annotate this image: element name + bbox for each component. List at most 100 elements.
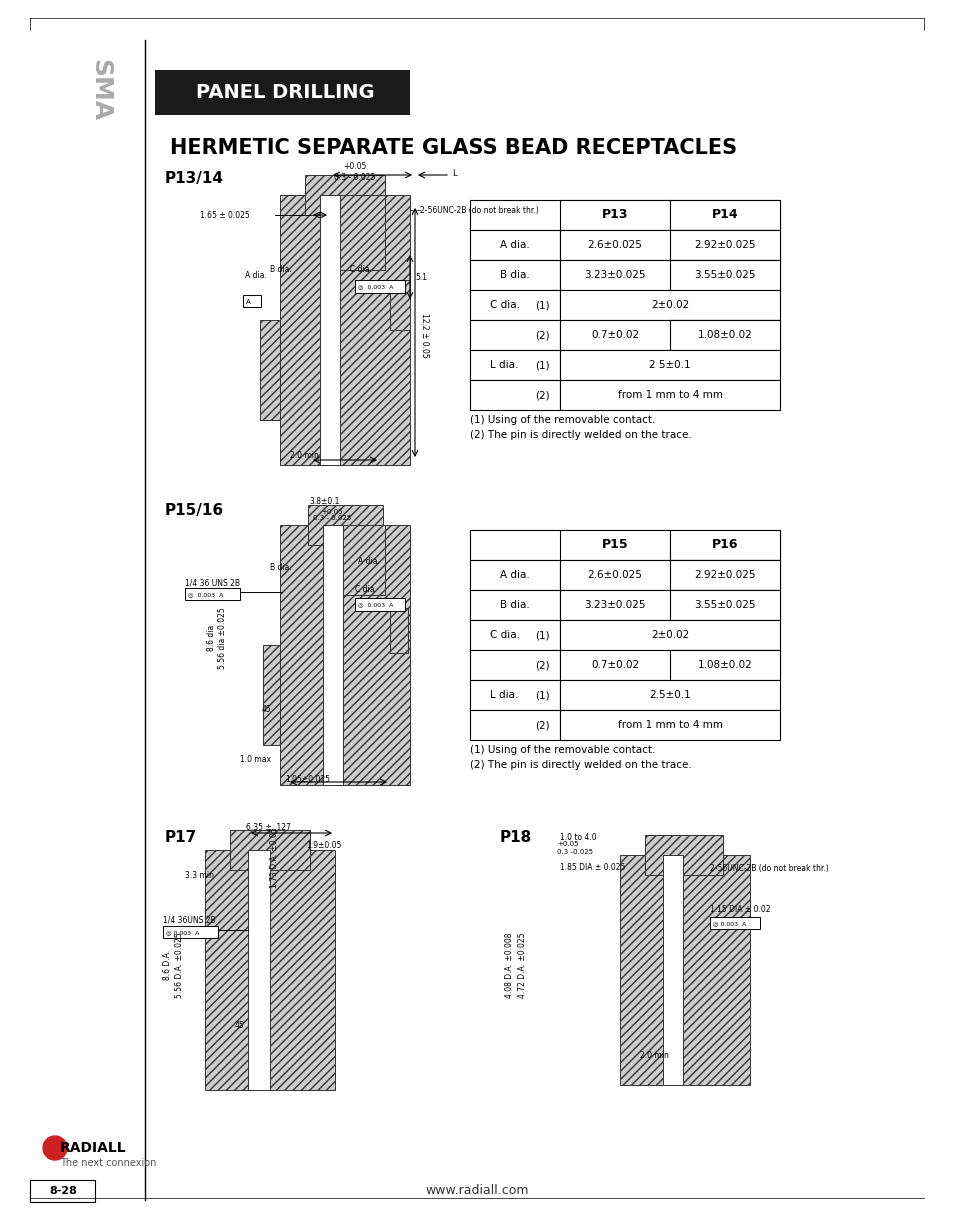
Text: B dia.: B dia. <box>270 265 292 275</box>
Text: P14: P14 <box>711 208 738 221</box>
Bar <box>205 850 335 1090</box>
Text: The next connexion: The next connexion <box>60 1158 156 1169</box>
Bar <box>559 289 780 320</box>
Bar <box>559 320 780 350</box>
Bar <box>559 379 780 410</box>
Bar <box>30 1180 95 1201</box>
Bar <box>280 195 410 465</box>
Bar <box>470 651 559 680</box>
Bar <box>248 850 270 1090</box>
Text: 3.8±0.1: 3.8±0.1 <box>310 497 340 507</box>
Text: (2): (2) <box>535 720 550 730</box>
Text: A dia.: A dia. <box>499 240 529 250</box>
Text: 3.3 min: 3.3 min <box>185 872 213 880</box>
Text: 4.08 D.A. ±0.008: 4.08 D.A. ±0.008 <box>504 933 514 998</box>
Bar <box>323 525 343 786</box>
Text: P13: P13 <box>601 208 628 221</box>
Text: P16: P16 <box>711 539 738 552</box>
Text: from 1 mm to 4 mm: from 1 mm to 4 mm <box>617 390 721 400</box>
Text: 2 5±0.1: 2 5±0.1 <box>648 360 690 370</box>
Text: 2±0.02: 2±0.02 <box>650 300 688 310</box>
Bar <box>644 835 722 876</box>
Text: 2.0 min: 2.0 min <box>290 450 318 460</box>
Bar <box>709 917 760 929</box>
Bar <box>163 927 218 938</box>
Text: C dia.: C dia. <box>350 265 372 275</box>
Bar <box>669 651 780 680</box>
Text: 2-56UNC-2B (do not break thr.): 2-56UNC-2B (do not break thr.) <box>419 206 538 214</box>
Text: 8.6 dia: 8.6 dia <box>207 625 215 651</box>
Bar <box>669 320 780 350</box>
Text: C dia.: C dia. <box>355 585 376 595</box>
Text: C dia.: C dia. <box>490 300 519 310</box>
Text: (1): (1) <box>535 300 550 310</box>
Bar <box>669 561 780 590</box>
Text: ◎ 0.003  A: ◎ 0.003 A <box>166 930 199 935</box>
Text: P18: P18 <box>499 831 532 845</box>
Bar <box>470 350 559 379</box>
Bar <box>154 71 410 116</box>
Text: 1.85 DIA ± 0.025: 1.85 DIA ± 0.025 <box>559 863 625 873</box>
Text: www.radiall.com: www.radiall.com <box>425 1184 528 1198</box>
Text: 3.55±0.025: 3.55±0.025 <box>694 270 755 280</box>
Text: 45: 45 <box>234 1020 245 1030</box>
Text: +0.05
0.3 -0.025: +0.05 0.3 -0.025 <box>557 841 593 855</box>
Text: (2) The pin is directly welded on the trace.: (2) The pin is directly welded on the tr… <box>470 760 691 770</box>
Text: (1): (1) <box>535 630 550 640</box>
Bar <box>559 710 780 741</box>
Bar <box>390 608 408 653</box>
Text: ◎ 0.003  A: ◎ 0.003 A <box>712 922 745 927</box>
Text: 5.1: 5.1 <box>415 274 427 282</box>
Text: (2): (2) <box>535 330 550 340</box>
Bar <box>559 260 780 289</box>
Text: (2): (2) <box>535 660 550 670</box>
Bar <box>669 199 780 230</box>
Text: 1.0 to 4.0: 1.0 to 4.0 <box>559 833 596 841</box>
Bar <box>305 175 385 215</box>
Text: 3.23±0.025: 3.23±0.025 <box>583 270 645 280</box>
Text: (1) Using of the removable contact.: (1) Using of the removable contact. <box>470 745 655 755</box>
Text: SMA: SMA <box>88 58 112 122</box>
Text: 8-28: 8-28 <box>49 1186 77 1197</box>
Bar <box>669 590 780 620</box>
Bar <box>470 260 559 289</box>
Text: (2): (2) <box>535 390 550 400</box>
Bar <box>470 620 559 651</box>
Text: A: A <box>246 299 251 305</box>
Text: 1.65 ± 0.025: 1.65 ± 0.025 <box>200 210 250 220</box>
Text: HERMETIC SEPARATE GLASS BEAD RECEPTACLES: HERMETIC SEPARATE GLASS BEAD RECEPTACLES <box>170 137 737 158</box>
Bar <box>470 530 780 561</box>
Text: +0.05
0.3 - 0.025: +0.05 0.3 - 0.025 <box>313 508 351 522</box>
Text: 1.0 max: 1.0 max <box>240 755 271 765</box>
Text: 2±0.02: 2±0.02 <box>650 630 688 640</box>
Text: 2.92±0.025: 2.92±0.025 <box>694 570 755 580</box>
Text: L dia.: L dia. <box>490 689 517 700</box>
Text: 1/4 36UNS 2B: 1/4 36UNS 2B <box>163 916 215 924</box>
Text: B dia.: B dia. <box>499 270 529 280</box>
Bar <box>619 855 749 1085</box>
Bar <box>559 350 780 379</box>
Bar <box>559 651 780 680</box>
Circle shape <box>43 1136 67 1160</box>
Text: 6.35 ± .127: 6.35 ± .127 <box>246 823 291 833</box>
Text: L dia.: L dia. <box>490 360 517 370</box>
Bar <box>390 280 410 330</box>
Text: 2.6±0.025: 2.6±0.025 <box>587 240 641 250</box>
Text: B dia.: B dia. <box>270 563 292 573</box>
Text: 3.23±0.025: 3.23±0.025 <box>583 599 645 610</box>
Bar <box>470 590 559 620</box>
Text: ◎  0.003  A: ◎ 0.003 A <box>357 602 393 608</box>
Text: B dia.: B dia. <box>499 599 529 610</box>
Text: P17: P17 <box>165 831 197 845</box>
Bar <box>330 195 385 270</box>
Text: 4.72 D.A. ±0.025: 4.72 D.A. ±0.025 <box>517 933 526 998</box>
Text: ◎  0.003  A: ◎ 0.003 A <box>188 592 223 597</box>
Text: 1.05±0.025: 1.05±0.025 <box>285 776 330 784</box>
Text: (1) Using of the removable contact.: (1) Using of the removable contact. <box>470 415 655 426</box>
Bar <box>559 620 780 651</box>
Text: A dia.: A dia. <box>245 270 267 280</box>
Text: A dia.: A dia. <box>357 557 379 567</box>
Bar <box>669 260 780 289</box>
Bar <box>559 199 669 230</box>
Bar <box>559 590 780 620</box>
